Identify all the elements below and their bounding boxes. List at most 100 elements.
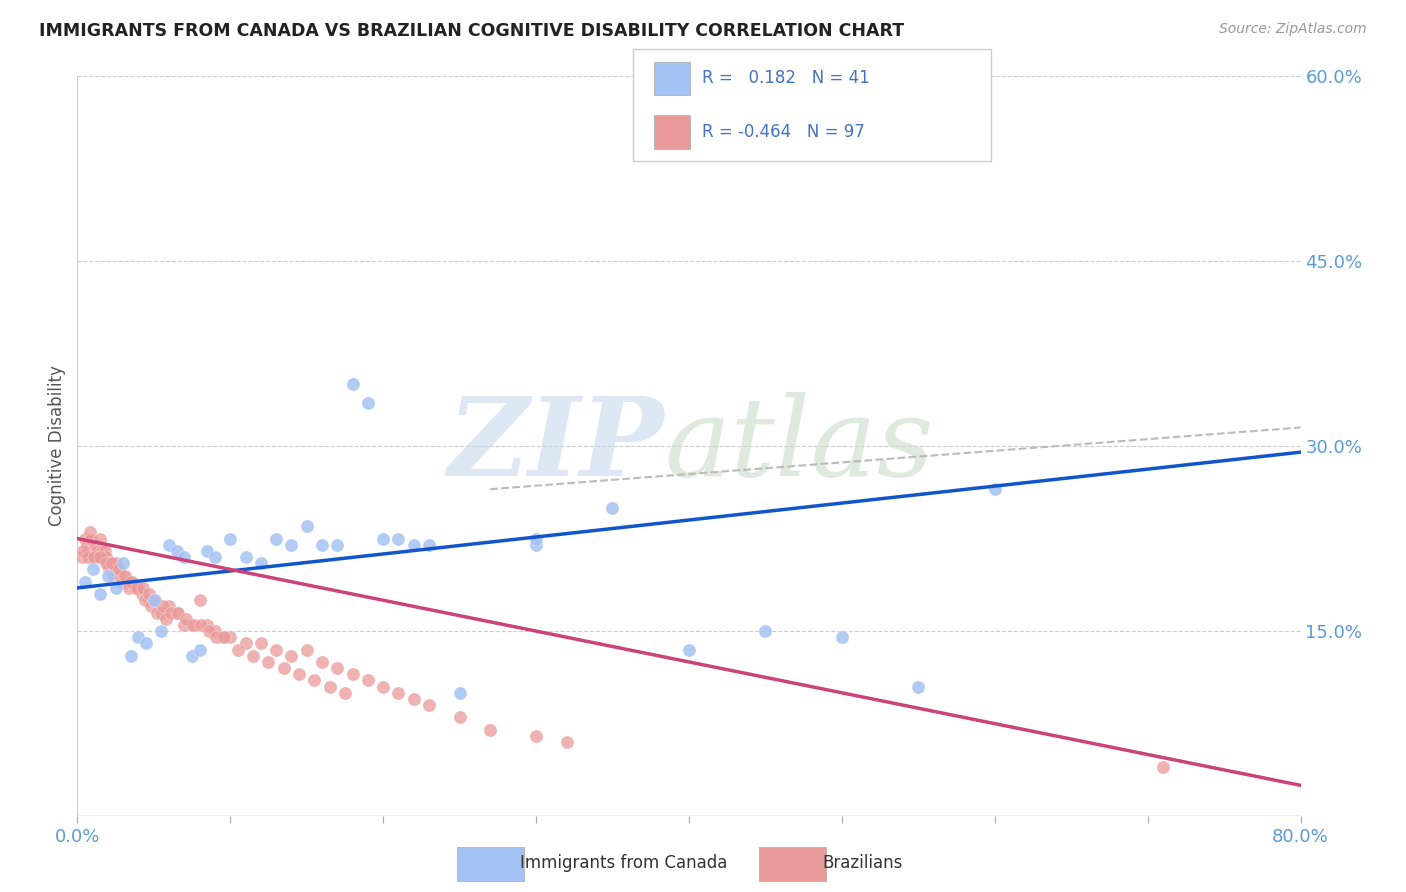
Point — [107, 568, 129, 582]
Point — [134, 593, 156, 607]
Point — [76, 538, 98, 552]
Point — [174, 612, 197, 626]
Point — [188, 642, 211, 657]
Point — [371, 680, 394, 694]
Point — [524, 538, 547, 552]
Point — [98, 562, 121, 576]
Point — [124, 581, 146, 595]
Point — [118, 581, 141, 595]
Point — [418, 698, 440, 712]
Point — [226, 642, 249, 657]
Point — [181, 618, 204, 632]
Point — [264, 532, 287, 546]
Point — [304, 673, 326, 688]
Point — [82, 544, 104, 558]
Point — [104, 556, 127, 570]
Point — [387, 686, 409, 700]
FancyBboxPatch shape — [457, 847, 524, 881]
Point — [73, 574, 96, 589]
Point — [754, 624, 776, 639]
Point — [101, 562, 124, 576]
Point — [112, 556, 135, 570]
Point — [167, 606, 190, 620]
Point — [1152, 760, 1174, 774]
Point — [250, 556, 273, 570]
Point — [104, 581, 127, 595]
Text: Source: ZipAtlas.com: Source: ZipAtlas.com — [1219, 22, 1367, 37]
Point — [342, 377, 364, 392]
Point — [188, 593, 211, 607]
Text: IMMIGRANTS FROM CANADA VS BRAZILIAN COGNITIVE DISABILITY CORRELATION CHART: IMMIGRANTS FROM CANADA VS BRAZILIAN COGN… — [39, 22, 904, 40]
Point — [152, 599, 174, 614]
Point — [311, 538, 333, 552]
Point — [79, 525, 101, 540]
Point — [371, 532, 394, 546]
Point — [84, 538, 107, 552]
Point — [387, 532, 409, 546]
Point — [204, 624, 226, 639]
Point — [212, 630, 235, 644]
Point — [342, 667, 364, 681]
Point — [103, 568, 125, 582]
Point — [295, 519, 318, 533]
Point — [157, 599, 180, 614]
Point — [91, 549, 114, 565]
Point — [173, 618, 195, 632]
Point — [114, 568, 136, 582]
Point — [195, 544, 218, 558]
Point — [112, 568, 135, 582]
Text: R = -0.464   N = 97: R = -0.464 N = 97 — [702, 123, 865, 141]
Point — [89, 532, 111, 546]
Point — [105, 562, 128, 576]
Text: R =   0.182   N = 41: R = 0.182 N = 41 — [702, 70, 869, 87]
Point — [204, 549, 226, 565]
Point — [89, 549, 111, 565]
Point — [280, 648, 302, 663]
Point — [318, 680, 340, 694]
Point — [120, 648, 142, 663]
Point — [89, 587, 111, 601]
Point — [418, 538, 440, 552]
Point — [235, 549, 257, 565]
Point — [280, 538, 302, 552]
Point — [181, 648, 204, 663]
Point — [83, 549, 105, 565]
Point — [131, 587, 153, 601]
Point — [94, 544, 117, 558]
Point — [326, 538, 349, 552]
Point — [136, 593, 159, 607]
Point — [138, 587, 160, 601]
Point — [678, 642, 700, 657]
Point — [264, 642, 287, 657]
Point — [524, 532, 547, 546]
Point — [183, 618, 205, 632]
Point — [87, 549, 110, 565]
Point — [107, 562, 129, 576]
Point — [166, 544, 188, 558]
Point — [82, 562, 104, 576]
Text: Brazilians: Brazilians — [823, 854, 903, 872]
Point — [121, 574, 143, 589]
Point — [97, 556, 120, 570]
Point — [159, 606, 181, 620]
Point — [135, 636, 157, 650]
Point — [90, 544, 112, 558]
Point — [96, 549, 118, 565]
Point — [125, 581, 148, 595]
Text: Immigrants from Canada: Immigrants from Canada — [520, 854, 727, 872]
Point — [155, 612, 177, 626]
Text: ZIP: ZIP — [449, 392, 665, 500]
Point — [127, 581, 149, 595]
Point — [907, 680, 929, 694]
Point — [132, 581, 155, 595]
Point — [77, 549, 100, 565]
Point — [242, 648, 264, 663]
Point — [83, 549, 105, 565]
Point — [250, 636, 273, 650]
Point — [72, 544, 94, 558]
Point — [157, 538, 180, 552]
Point — [146, 606, 169, 620]
Point — [449, 710, 471, 724]
Point — [555, 735, 578, 749]
Point — [150, 624, 173, 639]
